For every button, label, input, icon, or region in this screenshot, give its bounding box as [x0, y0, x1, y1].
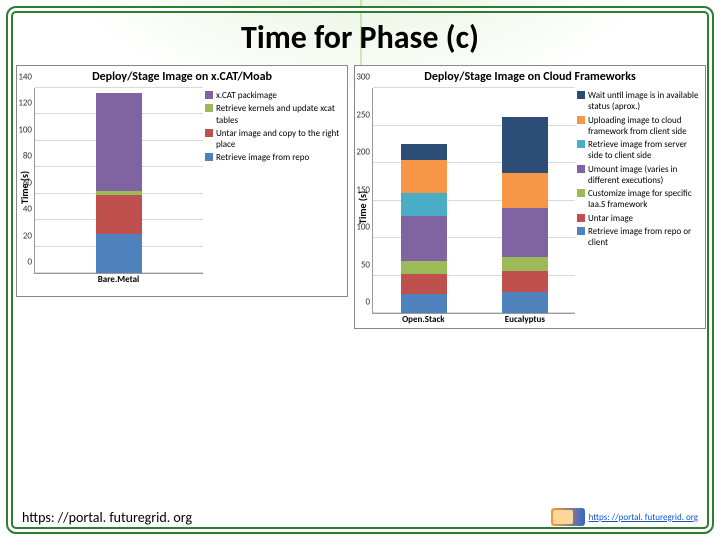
chart-left-title: Deploy/Stage Image on x.CAT/Moab — [17, 66, 347, 86]
bar-segment — [401, 216, 447, 262]
chart-right-title: Deploy/Stage Image on Cloud Frameworks — [355, 66, 705, 86]
chart-left-legend: x.CAT packimage Retrieve kernels and upda… — [203, 86, 347, 288]
legend-label: x.CAT packimage — [216, 90, 345, 101]
bar-segment — [502, 292, 548, 313]
legend-item: Umount image (varies in different execut… — [577, 164, 703, 187]
bar-segment — [401, 144, 447, 160]
legend-label: Untar image — [588, 213, 703, 224]
bar-segment — [401, 160, 447, 192]
chart-cloud-frameworks: Deploy/Stage Image on Cloud Frameworks T… — [354, 65, 706, 329]
chart-right-legend: Wait until image is in available status … — [575, 86, 705, 328]
bar-segment — [96, 195, 142, 234]
legend-swatch-icon — [205, 153, 213, 161]
legend-swatch-icon — [205, 91, 213, 99]
bar-segment — [502, 117, 548, 173]
bar-segment — [401, 274, 447, 294]
legend-swatch-icon — [577, 214, 585, 222]
bar-segment — [401, 193, 447, 216]
bar-segment — [502, 173, 548, 208]
slide-title: Time for Phase (c) — [0, 0, 720, 57]
legend-item: Wait until image is in available status … — [577, 90, 703, 113]
legend-item: Retrieve image from repo — [205, 152, 345, 163]
legend-item: Uploading image to cloud framework from … — [577, 115, 703, 138]
bar-segment — [502, 271, 548, 292]
bar-segment — [96, 93, 142, 191]
legend-label: Customize image for specific Iaa.S frame… — [588, 188, 703, 211]
footer-url-link[interactable]: https: //portal. futuregrid. org — [589, 512, 698, 523]
legend-label: Retrieve image from repo — [216, 152, 345, 163]
legend-swatch-icon — [577, 189, 585, 197]
legend-label: Retrieve image from server side to clien… — [588, 139, 703, 162]
legend-item: Untar image and copy to the right place — [205, 128, 345, 151]
legend-swatch-icon — [205, 129, 213, 137]
legend-swatch-icon — [205, 104, 213, 112]
legend-item: Retrieve kernels and update xcat tables — [205, 103, 345, 126]
legend-item: Customize image for specific Iaa.S frame… — [577, 188, 703, 211]
chart-right-xlabels: Open.StackEucalyptus — [370, 314, 575, 328]
footer-url-left: https: //portal. futuregrid. org — [22, 509, 192, 526]
chart-xcat-moab: Deploy/Stage Image on x.CAT/Moab Time (s… — [16, 65, 348, 297]
chart-right-plot: 050100150200250300 — [372, 88, 575, 314]
chart-right-ylabel: Time (s) — [355, 86, 370, 328]
legend-item: Retrieve image from server side to clien… — [577, 139, 703, 162]
legend-label: Wait until image is in available status … — [588, 90, 703, 113]
legend-label: Retrieve kernels and update xcat tables — [216, 103, 345, 126]
legend-item: x.CAT packimage — [205, 90, 345, 101]
futuregrid-logo-icon — [551, 508, 585, 526]
legend-item: Retrieve image from repo or client — [577, 226, 703, 249]
bar-segment — [502, 208, 548, 257]
legend-swatch-icon — [577, 227, 585, 235]
legend-swatch-icon — [577, 116, 585, 124]
chart-left-xlabels: Bare.Metal — [32, 274, 203, 288]
legend-label: Retrieve image from repo or client — [588, 226, 703, 249]
legend-swatch-icon — [577, 140, 585, 148]
legend-item: Untar image — [577, 213, 703, 224]
legend-label: Umount image (varies in different execut… — [588, 164, 703, 187]
footer: https: //portal. futuregrid. org https: … — [22, 508, 698, 526]
charts-row: Deploy/Stage Image on x.CAT/Moab Time (s… — [0, 57, 720, 329]
bar-segment — [96, 234, 142, 273]
legend-swatch-icon — [577, 91, 585, 99]
legend-label: Uploading image to cloud framework from … — [588, 115, 703, 138]
legend-label: Untar image and copy to the right place — [216, 128, 345, 151]
legend-swatch-icon — [577, 165, 585, 173]
bar-segment — [401, 261, 447, 274]
bar-segment — [401, 294, 447, 314]
chart-left-plot: 020406080100120140 — [34, 88, 203, 274]
bar-segment — [502, 257, 548, 271]
